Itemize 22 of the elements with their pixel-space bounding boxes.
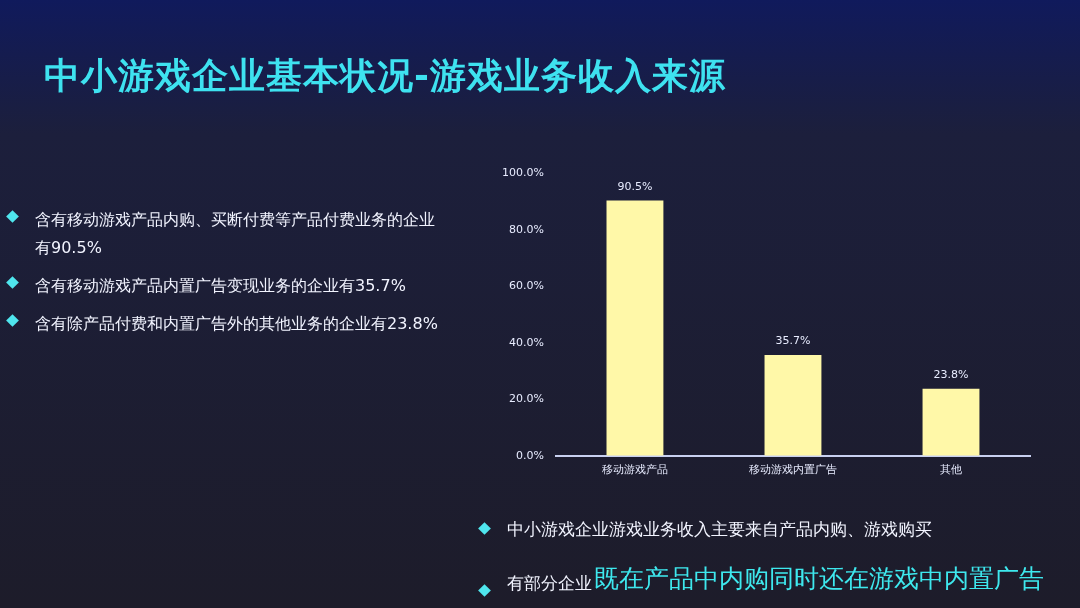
y-tick-label: 100.0% <box>501 166 544 180</box>
bar <box>764 355 822 456</box>
y-tick-label: 40.0% <box>508 335 544 349</box>
text: 中小游戏企业游戏业务收入主要来自产品内购、游戏购买 <box>507 518 932 541</box>
data-label: 23.8% <box>933 368 969 381</box>
y-tick-label: 80.0% <box>508 222 544 236</box>
data-label: 90.5% <box>617 179 653 193</box>
chart-title: 中小游戏企业基本状况-游戏业务收入来源 <box>44 54 726 98</box>
y-tick-label: 60.0% <box>508 279 544 293</box>
bar <box>606 200 664 456</box>
bar <box>922 388 980 456</box>
x-tick-label: 其他 <box>939 463 962 477</box>
x-tick-label: 移动游戏内置广告 <box>748 463 837 477</box>
y-tick-label: 20.0% <box>508 392 544 406</box>
text: 含有移动游戏产品内购、买断付费等产品付费业务的企业有90.5% <box>35 209 436 259</box>
x-tick-label: 移动游戏产品 <box>601 463 668 477</box>
text: 含有移动游戏产品内置广告变现业务的企业有35.7% <box>35 275 406 297</box>
text: 有部分企业 <box>507 572 592 595</box>
data-label: 35.7% <box>775 334 811 348</box>
y-tick-label: 0.0% <box>515 448 544 462</box>
text: 既在产品中内购同时还在游戏中内置广告 <box>594 563 1044 595</box>
text: 含有除产品付费和内置广告外的其他业务的企业有23.8% <box>35 313 438 335</box>
